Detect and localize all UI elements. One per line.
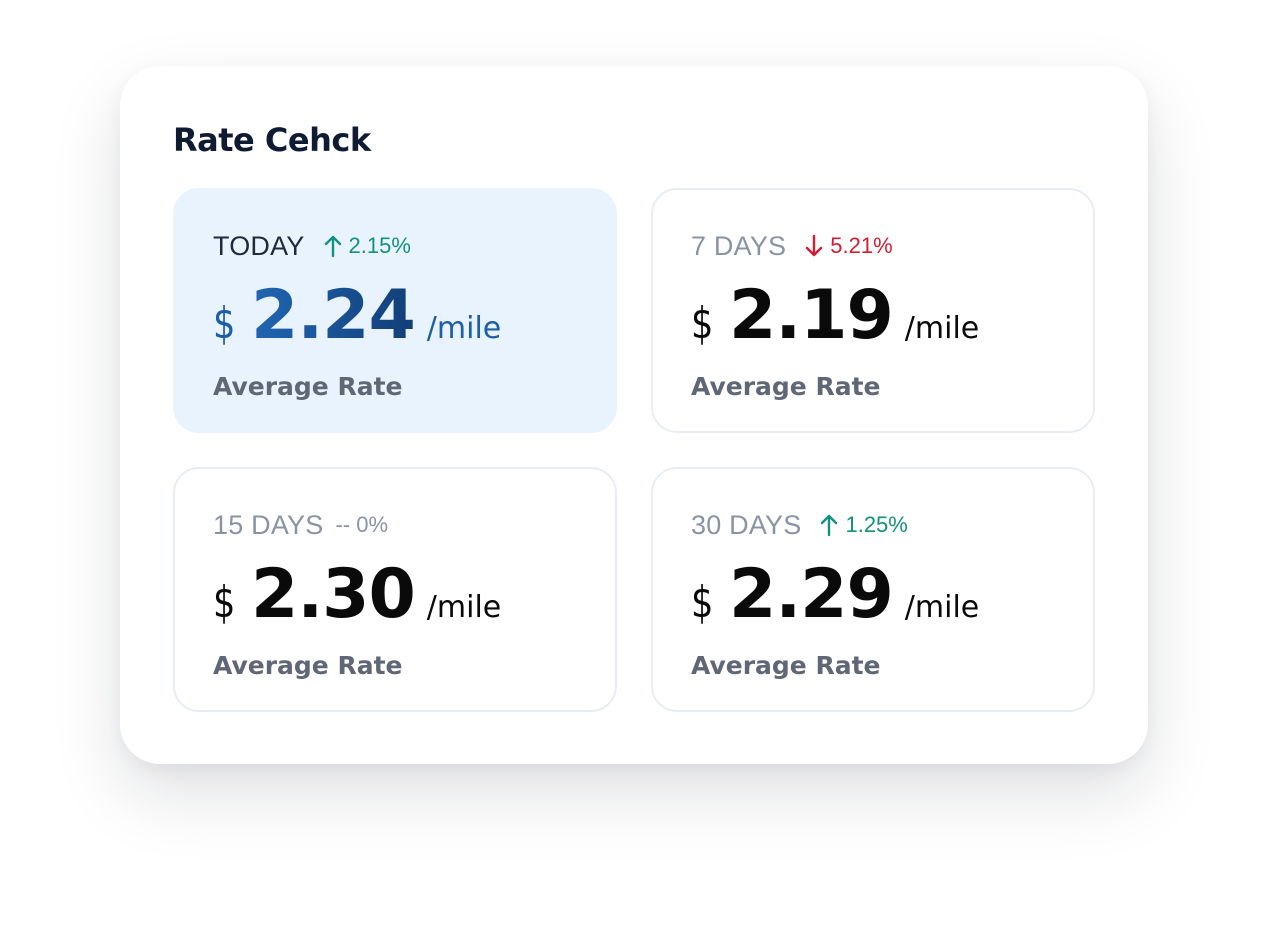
period-row: TODAY 2.15% (213, 228, 411, 264)
arrow-down-icon (804, 234, 824, 258)
currency-symbol: $ (213, 298, 236, 349)
currency-symbol: $ (691, 298, 714, 349)
period-label: 30 DAYS (691, 509, 802, 540)
period-row: 30 DAYS 1.25% (691, 507, 908, 543)
rate-card-7-days[interactable]: 7 DAYS 5.21% $ 2.19 /mile Average Rate (651, 188, 1095, 433)
rate-value: 2.29 (729, 555, 894, 634)
arrow-up-icon (323, 234, 343, 258)
rate-row: $ 2.30 /mile (213, 555, 501, 639)
change-percent: 5.21% (830, 233, 893, 258)
rate-unit: /mile (426, 590, 502, 625)
arrow-up-icon (819, 513, 839, 537)
rate-unit: /mile (904, 311, 980, 346)
rate-card-30-days[interactable]: 30 DAYS 1.25% $ 2.29 /mile Average Rate (651, 467, 1095, 712)
rate-row: $ 2.29 /mile (691, 555, 979, 639)
period-label: 7 DAYS (691, 230, 787, 261)
currency-symbol: $ (691, 577, 714, 628)
rate-caption: Average Rate (691, 372, 881, 401)
currency-symbol: $ (213, 577, 236, 628)
period-label: 15 DAYS (213, 509, 324, 540)
change-percent: -- 0% (335, 512, 389, 537)
rate-card-today[interactable]: TODAY 2.15% $ 2.24 /mile Average Rate (173, 188, 617, 433)
change-indicator: 5.21% (804, 233, 893, 259)
rate-caption: Average Rate (691, 651, 881, 680)
period-label: TODAY (213, 230, 305, 261)
change-indicator: 2.15% (323, 233, 411, 259)
change-indicator: -- 0% (335, 512, 388, 538)
change-percent: 2.15% (348, 233, 411, 258)
rate-value: 2.19 (729, 276, 894, 355)
rate-unit: /mile (904, 590, 980, 625)
rate-row: $ 2.19 /mile (691, 276, 979, 360)
widget-title: Rate Cehck (173, 121, 371, 159)
rate-caption: Average Rate (213, 372, 403, 401)
change-percent: 1.25% (845, 512, 908, 537)
rate-caption: Average Rate (213, 651, 403, 680)
change-indicator: 1.25% (819, 512, 908, 538)
rate-row: $ 2.24 /mile (213, 276, 501, 360)
rate-value: 2.30 (251, 555, 416, 634)
rate-card-15-days[interactable]: 15 DAYS -- 0% $ 2.30 /mile Average Rate (173, 467, 617, 712)
rate-unit: /mile (426, 311, 502, 346)
period-row: 7 DAYS 5.21% (691, 228, 893, 264)
period-row: 15 DAYS -- 0% (213, 507, 388, 543)
rate-value: 2.24 (251, 276, 416, 355)
rate-check-widget: Rate Cehck TODAY 2.15% $ 2.24 /mile Aver… (120, 66, 1148, 764)
